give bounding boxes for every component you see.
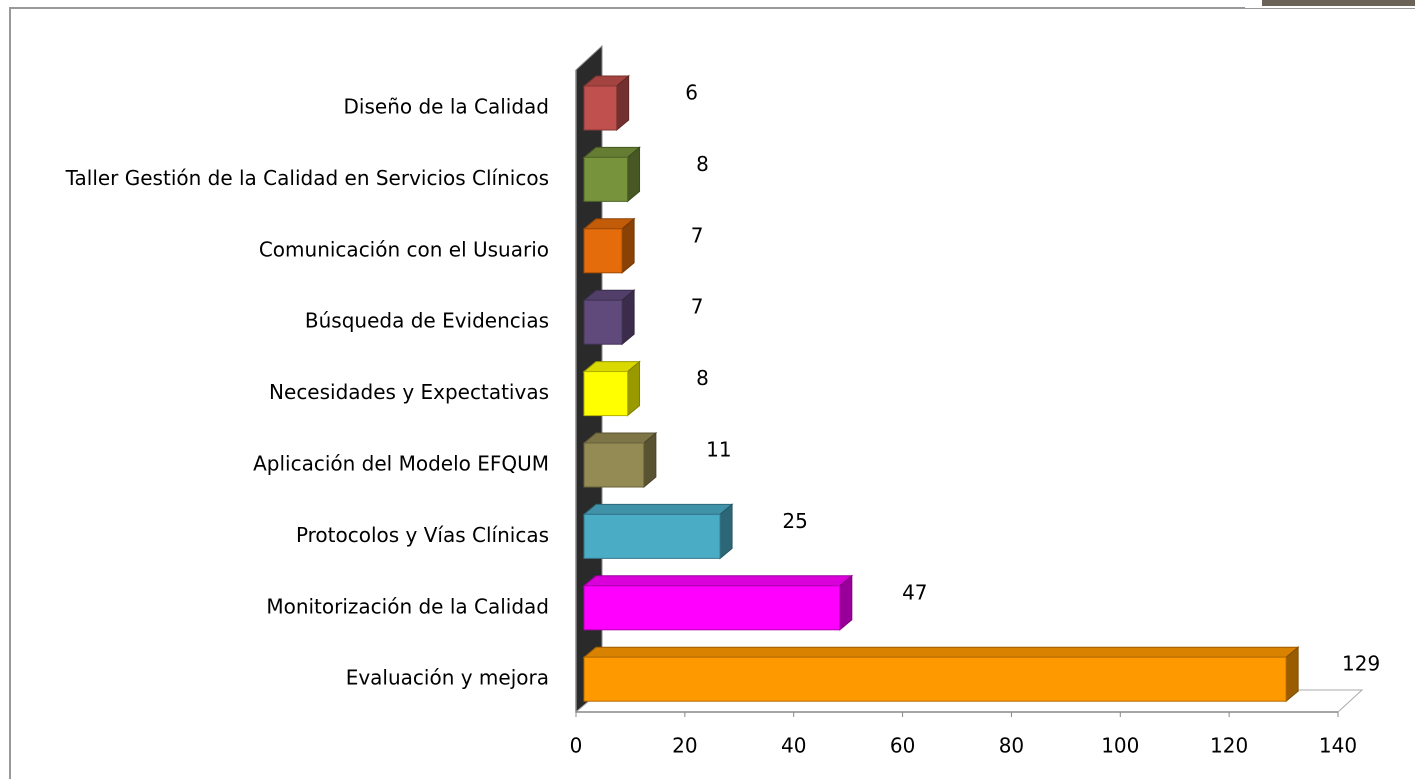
bar	[583, 513, 721, 559]
x-tick-label: 60	[890, 734, 915, 758]
bar-side	[719, 503, 733, 560]
x-tick-label: 80	[999, 734, 1024, 758]
x-tick-label: 100	[1101, 734, 1139, 758]
y-tick-label: Taller Gestión de la Calidad en Servicio…	[65, 166, 549, 190]
x-tick-label: 0	[570, 734, 583, 758]
bar	[583, 585, 841, 631]
corner-image	[1262, 0, 1415, 6]
bar-top	[582, 575, 854, 587]
bar	[583, 228, 623, 274]
bar-side	[1285, 646, 1299, 703]
y-tick-label: Búsqueda de Evidencias	[305, 309, 549, 333]
data-label: 129	[1342, 652, 1380, 676]
data-label: 7	[691, 223, 704, 247]
bar-side	[627, 360, 641, 417]
bar	[583, 299, 623, 345]
x-tick-label: 120	[1210, 734, 1248, 758]
data-label: 6	[685, 81, 698, 105]
bar-side	[643, 431, 657, 489]
x-tick-label: 40	[781, 734, 806, 758]
bar-top	[582, 503, 734, 515]
y-tick-label: Monitorización de la Calidad	[266, 594, 549, 618]
x-tick-label: 140	[1319, 734, 1357, 758]
y-tick-label: Necesidades y Expectativas	[269, 380, 549, 404]
bar	[583, 156, 629, 202]
y-tick-label: Aplicación del Modelo EFQUM	[253, 452, 549, 476]
data-label: 11	[706, 438, 731, 462]
y-tick-label: Diseño de la Calidad	[344, 95, 549, 119]
bar-side	[621, 289, 635, 346]
data-label: 25	[782, 509, 807, 533]
data-label: 8	[696, 152, 709, 176]
data-label: 7	[691, 295, 704, 319]
bar	[583, 371, 629, 417]
data-label: 47	[902, 580, 927, 604]
bar	[583, 656, 1287, 702]
data-label: 8	[696, 366, 709, 390]
y-tick-label: Protocolos y Vías Clínicas	[296, 523, 549, 547]
y-tick-label: Evaluación y mejora	[346, 666, 549, 690]
bar-side	[839, 574, 853, 631]
bar-top	[582, 646, 1300, 658]
bar-side	[621, 217, 635, 274]
bar	[583, 85, 618, 131]
bar-side	[616, 74, 630, 132]
bar	[583, 442, 645, 488]
y-tick-label: Comunicación con el Usuario	[259, 237, 549, 261]
x-tick-label: 20	[672, 734, 697, 758]
bar-side	[627, 146, 641, 203]
